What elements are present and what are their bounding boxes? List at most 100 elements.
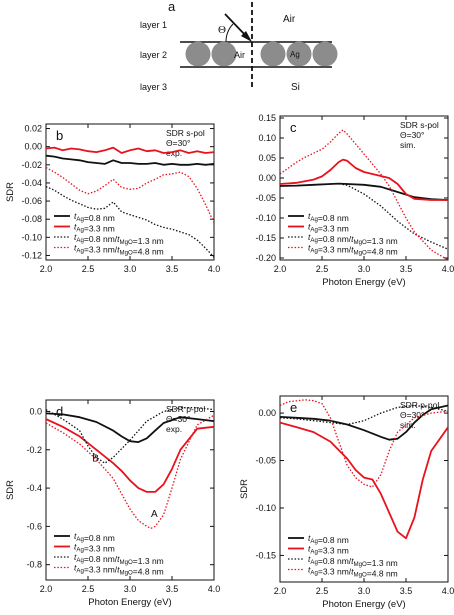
y-tick-label: -0.8 — [26, 560, 42, 570]
x-tick-label: 3.0 — [358, 586, 371, 596]
series-line — [46, 154, 214, 166]
panel-label-e: e — [290, 400, 297, 415]
layer-2-label: layer 2 — [140, 50, 167, 60]
si-label: Si — [291, 82, 300, 93]
chart-panel-c: 2.0 2.5 3.0 3.5 4.0 0.15 0.10 0.05 0.00 -0.05 -0.1… — [255, 113, 454, 288]
chart-panel-d: 2.0 2.5 3.0 3.5 4.0 0.0 -0.2 -0.4 -0.6 -0.8 Photon… — [5, 399, 221, 608]
legend-label: tAg=0.8 nm — [308, 533, 349, 545]
info-text: Θ=30° — [166, 414, 190, 424]
y-tick-label: -0.12 — [21, 250, 42, 260]
y-tick-label: -0.2 — [26, 445, 42, 455]
y-tick-label: -0.15 — [255, 233, 276, 243]
ag-particle — [211, 41, 237, 67]
annotation: B — [92, 453, 99, 464]
y-tick-label: -0.02 — [21, 160, 42, 170]
y-tick-label: -0.08 — [21, 214, 42, 224]
y-tick-label: 0.00 — [24, 142, 42, 152]
panel-label-c: c — [290, 120, 297, 135]
legend-label: tAg=0.8 nm — [74, 531, 115, 543]
y-tick-label: 0.00 — [258, 408, 276, 418]
x-axis-label: Photon Energy (eV) — [322, 277, 405, 288]
info-text: SDR s-pol — [400, 120, 439, 130]
panel-label-d: d — [56, 404, 63, 419]
legend-label: tAg=3.3 nm/tMgO=4.8 nm — [74, 563, 164, 577]
legend-label: tAg=0.8 nm/tMgO=1.3 nm — [74, 552, 164, 566]
y-tick-label: -0.05 — [255, 193, 276, 203]
y-tick-label: 0.0 — [29, 406, 42, 416]
angle-arc — [225, 23, 234, 43]
y-tick-label: -0.04 — [21, 178, 42, 188]
legend-label: tAg=3.3 nm/tMgO=4.8 nm — [308, 565, 398, 579]
x-tick-label: 2.5 — [316, 586, 329, 596]
series-line — [46, 412, 214, 444]
x-tick-label: 3.0 — [358, 264, 371, 274]
x-tick-label: 2.5 — [82, 264, 95, 274]
info-text: sim. — [400, 140, 416, 150]
ag-particle — [185, 41, 211, 67]
chart-panel-b: 2.0 2.5 3.0 3.5 4.0 0.02 0.00 -0.02 -0.04 -0.06 -0… — [5, 123, 221, 274]
legend-label: tAg=3.3 nm/tMgO=4.8 nm — [74, 243, 164, 257]
info-text: exp. — [166, 148, 182, 158]
x-tick-label: 2.5 — [316, 264, 329, 274]
legend-label: tAg=0.8 nm/tMgO=1.3 nm — [308, 232, 398, 246]
y-tick-label: 0.05 — [258, 153, 276, 163]
info-text: SDR s-pol — [166, 128, 205, 138]
y-axis-label: SDR — [5, 480, 16, 500]
legend-label: tAg=3.3 nm — [308, 222, 349, 234]
x-axis-label: Photon Energy (eV) — [322, 599, 405, 610]
y-tick-label: -0.05 — [255, 456, 276, 466]
series-line — [280, 158, 448, 201]
info-text: SDR p-pol — [166, 404, 205, 414]
ag-label: Ag — [290, 50, 300, 59]
info-text: Θ=30° — [166, 138, 190, 148]
x-tick-label: 2.5 — [82, 584, 95, 594]
x-tick-label: 4.0 — [208, 584, 221, 594]
legend-label: tAg=3.3 nm — [74, 542, 115, 554]
legend-label: tAg=0.8 nm/tMgO=1.3 nm — [308, 554, 398, 568]
x-tick-label: 3.0 — [124, 264, 137, 274]
legend-label: tAg=0.8 nm — [308, 211, 349, 223]
y-tick-label: 0.15 — [258, 113, 276, 123]
series-line — [280, 182, 448, 201]
series-line — [280, 182, 448, 250]
charts: 2.0 2.5 3.0 3.5 4.0 0.02 0.00 -0.02 -0.04 -0.06 -0… — [5, 113, 454, 610]
info-text: SDR p-pol — [400, 400, 439, 410]
schematic-diagram: a Θ layer 1 layer 2 layer 3 Air Air Ag S… — [140, 0, 338, 93]
series-line — [46, 166, 214, 224]
ag-particle — [312, 41, 338, 67]
angle-label: Θ — [218, 24, 226, 36]
series-line — [46, 418, 214, 493]
y-tick-label: -0.15 — [255, 550, 276, 560]
y-tick-label: 0.10 — [258, 133, 276, 143]
legend-label: tAg=3.3 nm/tMgO=4.8 nm — [308, 243, 398, 257]
info-text: Θ=30° — [400, 410, 424, 420]
series-line — [46, 414, 214, 529]
y-tick-label: -0.10 — [21, 232, 42, 242]
air-top-label: Air — [283, 14, 296, 25]
y-tick-label: -0.06 — [21, 196, 42, 206]
x-tick-label: 3.5 — [166, 584, 179, 594]
y-tick-label: -0.10 — [255, 213, 276, 223]
x-tick-label: 4.0 — [208, 264, 221, 274]
x-tick-label: 4.0 — [442, 264, 454, 274]
plot-frame — [279, 395, 449, 583]
ag-particle — [260, 41, 286, 67]
legend-label: tAg=3.3 nm — [308, 544, 349, 556]
plot-frame — [45, 399, 215, 581]
arrow-head — [241, 31, 252, 42]
x-tick-label: 4.0 — [442, 586, 454, 596]
chart-panel-e: 2.0 2.5 3.0 3.5 4.0 0.00 -0.05 -0.10 -0.15 Photon… — [239, 395, 454, 610]
series-line — [46, 407, 214, 464]
series-line — [280, 421, 448, 540]
y-tick-label: -0.20 — [255, 253, 276, 263]
panel-label-b: b — [56, 128, 63, 143]
ag-particle — [286, 41, 312, 67]
x-tick-label: 2.0 — [40, 584, 53, 594]
x-tick-label: 3.5 — [400, 264, 413, 274]
layer-1-label: layer 1 — [140, 20, 167, 30]
info-text: Θ=30° — [400, 130, 424, 140]
series-line — [46, 146, 214, 154]
x-tick-label: 3.5 — [166, 264, 179, 274]
y-axis-label: SDR — [239, 479, 250, 499]
